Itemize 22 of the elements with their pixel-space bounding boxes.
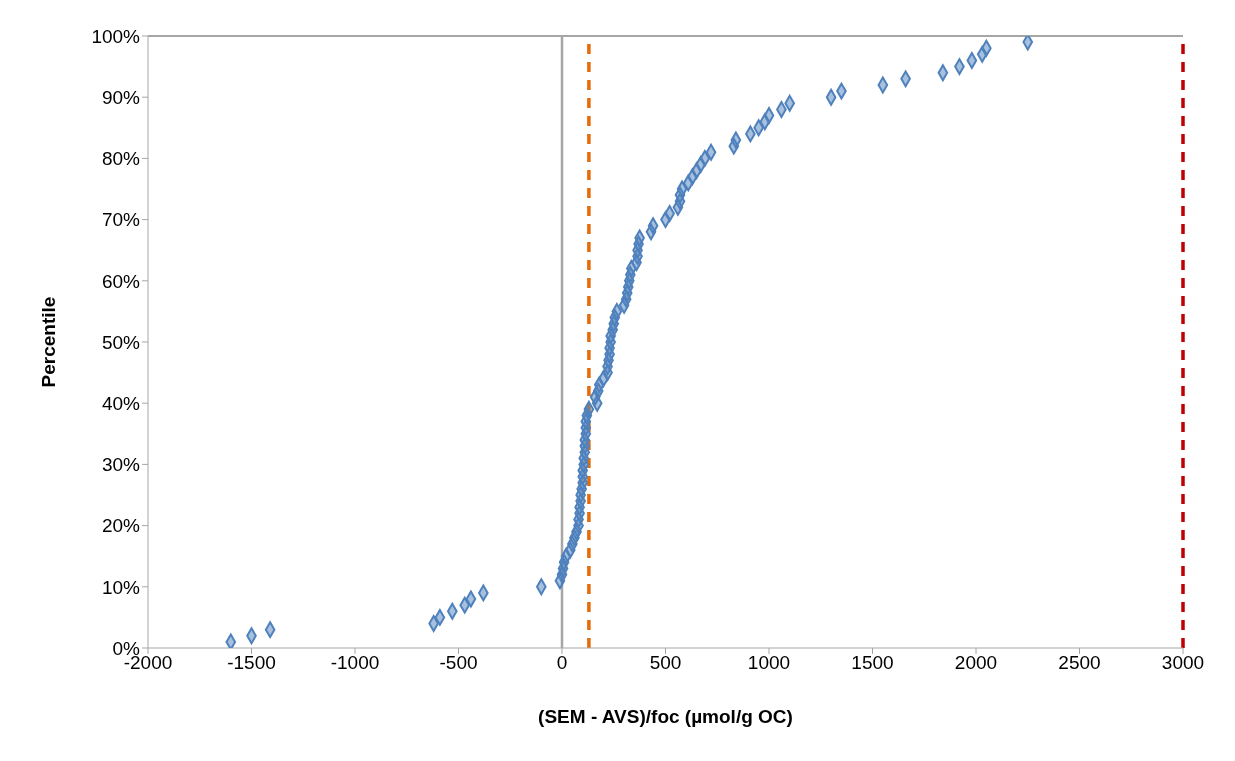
y-tick-label: 100% bbox=[91, 25, 141, 47]
y-tick-label: 10% bbox=[101, 576, 141, 598]
y-tick-label: 30% bbox=[101, 454, 141, 476]
x-tick-label: 2000 bbox=[954, 652, 998, 674]
y-tick-label: 20% bbox=[101, 515, 141, 537]
x-tick-label: 0 bbox=[556, 652, 568, 674]
y-axis-title: Percentile bbox=[37, 296, 59, 388]
y-tick-label: 90% bbox=[101, 86, 141, 108]
y-tick-label: 80% bbox=[101, 148, 141, 170]
y-tick-label: 60% bbox=[101, 270, 141, 292]
x-tick-label: -500 bbox=[439, 652, 478, 674]
x-tick-label: -1000 bbox=[330, 652, 380, 674]
y-tick-label: 40% bbox=[101, 392, 141, 414]
x-tick-label: 500 bbox=[649, 652, 682, 674]
x-tick-label: 1000 bbox=[747, 652, 791, 674]
x-tick-label: -1500 bbox=[227, 652, 276, 674]
x-tick-label: 1500 bbox=[851, 652, 894, 674]
x-axis-title: (SEM - AVS)/foc (µmol/g OC) bbox=[538, 706, 793, 727]
y-tick-label: 50% bbox=[101, 331, 141, 353]
y-tick-label: 70% bbox=[101, 209, 141, 231]
x-tick-label: 2500 bbox=[1058, 652, 1101, 674]
x-tick-label: 3000 bbox=[1161, 652, 1205, 674]
